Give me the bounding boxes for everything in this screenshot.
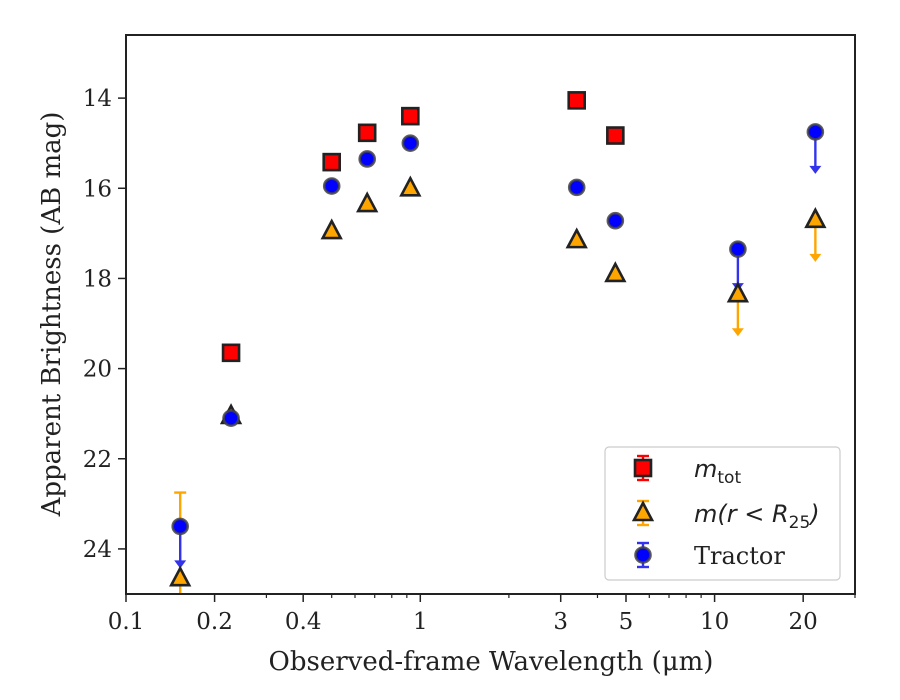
x-tick-label: 10 (700, 609, 729, 635)
upper-limit-arrow (809, 165, 822, 174)
legend-marker-triangle (631, 500, 655, 522)
upper-limit-arrow (809, 253, 822, 262)
legend: mtot m(r < R25) Tractor (604, 446, 841, 581)
x-tick-label: 3 (553, 609, 568, 635)
data-point-circle (806, 123, 825, 141)
data-point-square (606, 126, 625, 145)
y-tick-label: 18 (83, 266, 112, 292)
x-axis-ticks: 0.1 0.2 0.4 1 3 5 10 20 (108, 594, 856, 635)
y-axis-label: Apparent Brightness (AB mag) (37, 112, 67, 518)
data-point-triangle (804, 207, 827, 229)
data-point-triangle (604, 261, 627, 283)
x-tick-label: 0.4 (285, 609, 322, 635)
y-tick-label: 22 (83, 447, 112, 473)
data-point-circle (322, 177, 341, 195)
data-point-circle (358, 150, 376, 168)
x-tick-label: 5 (619, 609, 634, 635)
legend-box (604, 446, 841, 581)
data-point-square (357, 123, 377, 143)
y-tick-label: 24 (83, 537, 112, 563)
legend-marker-circle (634, 546, 652, 564)
data-point-circle (401, 134, 420, 152)
data-point-square (567, 91, 587, 110)
y-tick-label: 14 (83, 86, 112, 112)
data-point-triangle (169, 565, 192, 587)
y-tick-label: 16 (83, 176, 112, 202)
data-point-square (322, 152, 342, 172)
legend-label: m(r < R25) (694, 500, 820, 533)
data-point-triangle (726, 281, 750, 303)
x-tick-label: 1 (413, 609, 428, 635)
data-point-triangle (399, 175, 422, 197)
legend-marker-square (633, 458, 653, 478)
data-point-triangle (356, 191, 379, 213)
data-point-square (401, 106, 420, 126)
x-tick-label: 0.1 (108, 609, 145, 635)
x-tick-label: 0.2 (196, 609, 233, 635)
data-point-circle (171, 517, 189, 536)
x-axis-label: Observed-frame Wavelength (μm) (269, 647, 714, 677)
legend-label: Tractor (694, 542, 785, 570)
data-point-circle (729, 240, 747, 258)
data-point-circle (606, 211, 625, 230)
upper-limit-arrow (174, 560, 187, 569)
legend-label: mtot (694, 455, 741, 488)
data-point-square (221, 343, 241, 363)
plot-frame (125, 34, 856, 595)
y-axis-ticks: 14 16 18 20 22 24 (83, 86, 126, 563)
y-tick-label: 20 (83, 357, 112, 383)
data-point-triangle (565, 227, 588, 249)
data-point-circle (567, 178, 586, 197)
upper-limit-arrow (731, 328, 744, 337)
data-point-triangle (320, 218, 343, 240)
x-tick-label: 20 (789, 609, 818, 635)
data-marks (169, 91, 827, 594)
data-point-circle (222, 409, 240, 427)
